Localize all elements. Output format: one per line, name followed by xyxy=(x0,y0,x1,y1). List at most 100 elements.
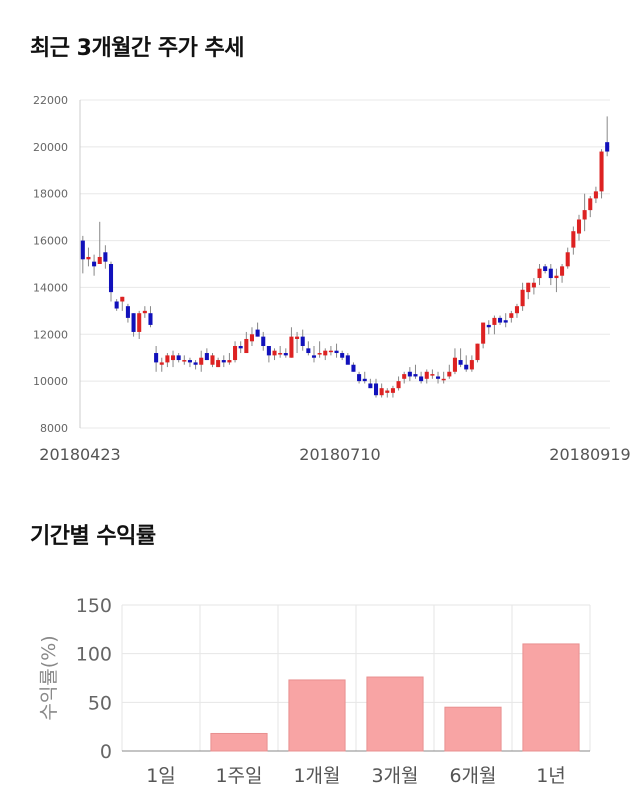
price-chart: 8000 10000 12000 14000 16000 18000 20000 22000 2… xyxy=(33,94,631,464)
candle-down xyxy=(362,378,367,382)
return-x-tick-label: 1년 xyxy=(536,765,566,787)
candle-up xyxy=(182,360,187,362)
candle-down xyxy=(255,329,260,337)
return-bar xyxy=(444,706,502,752)
candle-up xyxy=(171,355,176,361)
return-y-axis-label: 수익률(%) xyxy=(38,635,60,720)
candle-down xyxy=(503,320,508,323)
candle-up xyxy=(323,350,328,356)
candle-up xyxy=(97,256,102,264)
candle-down xyxy=(238,346,243,349)
candle-down xyxy=(103,252,108,262)
candle-up xyxy=(328,350,333,353)
candle-up xyxy=(430,374,435,376)
candle-up xyxy=(441,378,446,381)
candle-up xyxy=(509,313,514,318)
candle-down xyxy=(340,353,345,358)
candle-up xyxy=(137,313,142,332)
candle-down xyxy=(407,371,412,377)
candle-up xyxy=(289,336,294,358)
candle-down xyxy=(311,355,317,358)
candle-down xyxy=(334,350,339,354)
price-y-tick-label: 12000 xyxy=(33,328,68,341)
candle-up xyxy=(560,266,565,276)
candle-down xyxy=(221,360,226,363)
candle-up xyxy=(295,336,300,339)
candle-down xyxy=(204,353,209,361)
return-bar xyxy=(522,643,580,752)
candle-down xyxy=(548,268,553,279)
price-y-tick-label: 20000 xyxy=(33,141,68,154)
candle-up xyxy=(571,231,576,248)
candle-down xyxy=(187,360,192,363)
return-y-tick-label: 50 xyxy=(88,692,112,714)
candle-down xyxy=(300,336,305,346)
price-y-tick-label: 18000 xyxy=(33,188,68,201)
candle-down xyxy=(80,240,85,260)
candle-up xyxy=(469,360,474,370)
candle-up xyxy=(402,374,407,379)
candle-down xyxy=(154,353,159,363)
price-y-tick-label: 16000 xyxy=(33,235,68,248)
candle-down xyxy=(498,317,503,323)
return-x-tick-label: 1개월 xyxy=(293,765,340,787)
candle-down xyxy=(108,264,114,293)
candle-up xyxy=(272,350,277,356)
candle-down xyxy=(373,383,379,396)
return-x-tick-label: 3개월 xyxy=(371,765,418,787)
candle-up xyxy=(554,275,559,279)
candle-down xyxy=(458,360,463,365)
candle-up xyxy=(120,296,125,302)
price-y-tick-label: 10000 xyxy=(33,375,68,388)
candle-up xyxy=(475,343,480,361)
candle-down xyxy=(193,362,198,365)
candle-down xyxy=(543,266,548,272)
return-chart: 0 50 100 150 1일 1주일 1개월 3개월 6개월 1년 수익률(%) xyxy=(38,595,591,787)
price-y-tick-label: 8000 xyxy=(40,422,68,435)
candle-up xyxy=(227,360,232,363)
candle-up xyxy=(481,322,486,344)
candle-up xyxy=(526,282,531,293)
candle-up xyxy=(86,256,91,260)
candle-up xyxy=(537,268,542,279)
candle-down xyxy=(357,374,362,382)
candle-down xyxy=(266,346,271,356)
candle-down xyxy=(125,306,130,318)
candle-up xyxy=(165,355,170,363)
return-y-tick-label: 150 xyxy=(76,595,112,617)
candle-down xyxy=(464,364,469,370)
candle-down xyxy=(605,142,610,152)
candle-down xyxy=(176,355,181,361)
return-x-tick-label: 1주일 xyxy=(215,765,262,787)
price-x-tick-label: 20180919 xyxy=(549,445,630,464)
candle-up xyxy=(249,334,254,342)
candle-down xyxy=(131,313,136,332)
price-y-tick-label: 14000 xyxy=(33,281,68,294)
return-x-tick-label: 6개월 xyxy=(449,765,496,787)
return-bar xyxy=(210,732,268,752)
candle-up xyxy=(244,338,249,354)
candle-up xyxy=(582,210,587,220)
return-x-tick-label: 1일 xyxy=(146,765,176,787)
candle-up xyxy=(576,219,582,234)
candle-up xyxy=(385,390,390,393)
candle-up xyxy=(424,371,429,379)
candle-up xyxy=(531,282,536,288)
candle-down xyxy=(436,376,441,379)
candle-up xyxy=(379,388,384,396)
candle-down xyxy=(114,301,119,309)
candle-down xyxy=(92,261,97,267)
candle-up xyxy=(317,353,322,355)
candle-up xyxy=(396,381,401,389)
candle-down xyxy=(148,313,153,325)
candle-up xyxy=(588,198,593,211)
return-bar xyxy=(366,676,424,752)
candle-up xyxy=(159,362,164,365)
return-chart-title: 기간별 수익률 xyxy=(30,524,156,549)
candle-down xyxy=(283,353,288,356)
price-x-tick-label: 20180423 xyxy=(39,445,120,464)
candle-up xyxy=(599,151,604,192)
candle-up xyxy=(452,357,457,372)
candle-up xyxy=(142,310,147,314)
price-chart-title: 최근 3개월간 주가 추세 xyxy=(30,36,244,61)
